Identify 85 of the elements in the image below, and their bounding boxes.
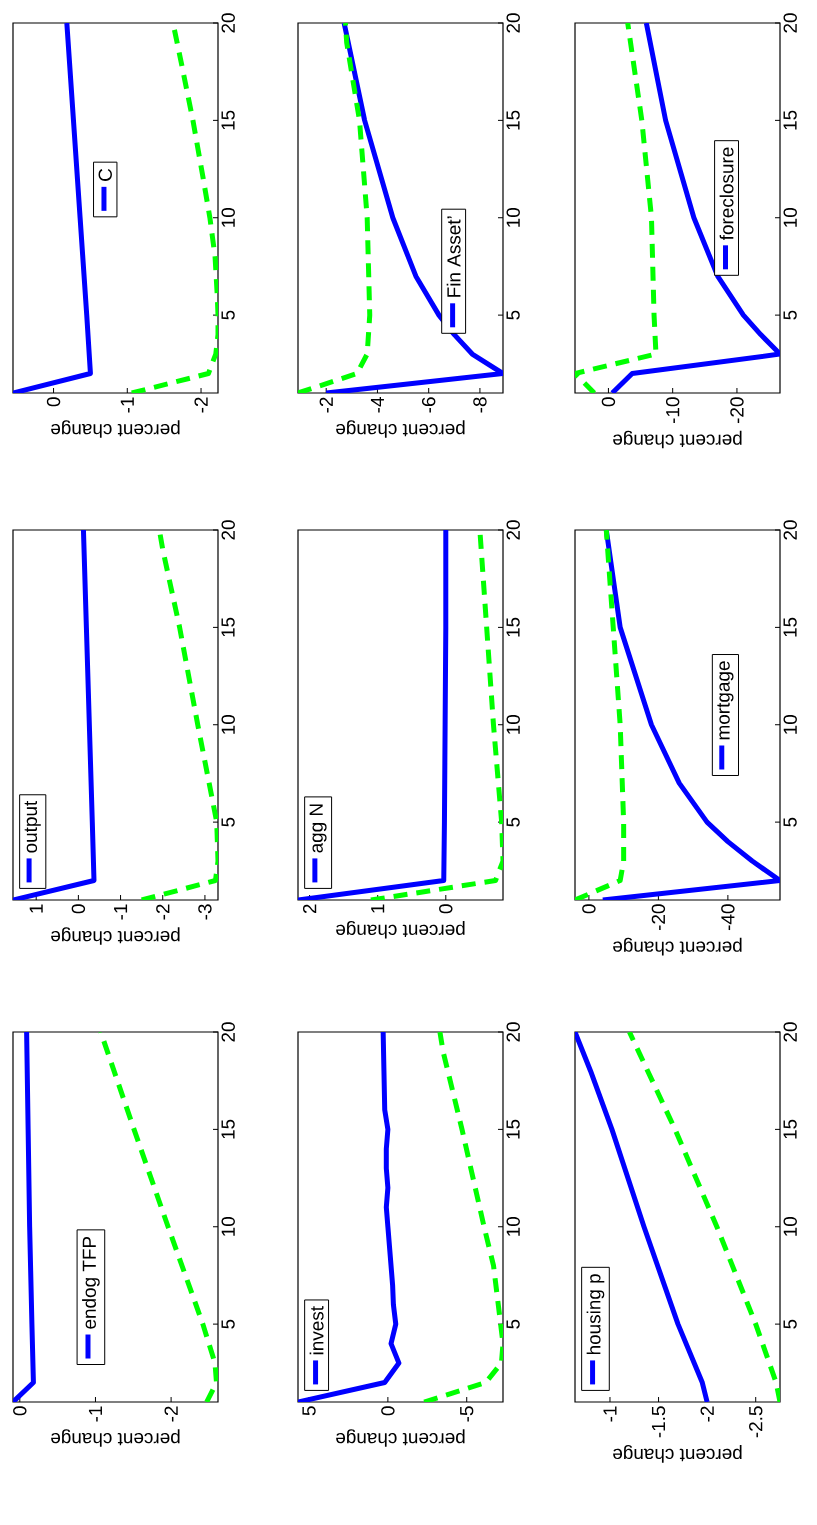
y-tick-label: 5 [783,1319,797,1329]
x-tick-label: -1.5 [651,1406,666,1438]
x-tick-label: -1 [88,1406,102,1422]
y-tick-label: 15 [506,1119,520,1139]
y-tick-label: 10 [506,207,520,227]
y-tick-label: 10 [221,1216,235,1236]
text: mortgage [717,661,734,740]
x-tick-label: -4 [370,397,384,413]
x-tick-label: -2 [319,397,333,413]
x-axis-title: percent change [613,1445,742,1463]
x-tick-label: -3 [198,904,212,920]
x-tick-label: 0 [13,1406,27,1416]
y-tick-label: 15 [783,110,797,130]
y-tick-label: 20 [221,13,235,33]
x-tick-label: 1 [29,904,43,913]
y-tick-label: 20 [506,520,520,540]
x-tick-label: -6 [421,397,436,413]
text: output [24,800,41,853]
x-tick-label: -1 [603,1406,617,1422]
x-tick-label: -40 [721,904,735,931]
x-axis-title: percent change [336,920,465,939]
y-tick-label: 20 [221,1022,235,1042]
text: foreclosure [719,147,734,241]
x-tick-label: 0 [582,904,596,914]
x-tick-label: -1 [114,904,128,920]
y-tick-label: 5 [221,1319,235,1329]
y-tick-label: 5 [506,1319,520,1329]
x-tick-label: -20 [651,904,666,931]
x-axis-title: percent change [51,420,180,438]
y-tick-label: 15 [506,110,520,130]
y-tick-label: 15 [221,617,235,637]
y-tick-label: 5 [506,310,520,320]
y-tick-label: 20 [783,520,797,540]
y-tick-label: 20 [506,1022,520,1042]
y-tick-label: 15 [783,1119,797,1139]
text: Fin Asset’ [446,216,461,297]
x-tick-label: -2 [156,904,170,920]
x-tick-label: -10 [665,397,680,424]
y-tick-label: 10 [783,714,797,734]
y-tick-label: 5 [783,310,797,320]
text: housing p [586,1274,605,1355]
x-tick-label: 0 [46,397,61,407]
y-tick-label: 10 [506,714,520,734]
x-tick-label: 5 [302,1406,316,1416]
x-tick-label: -2.5 [749,1406,763,1438]
y-tick-label: 20 [221,520,235,540]
text: agg N [309,804,327,853]
y-tick-label: 15 [221,110,235,130]
x-tick-label: 0 [381,1406,395,1416]
y-tick-label: 20 [783,1022,797,1042]
x-tick-label: 0 [439,904,453,914]
y-tick-label: 5 [506,817,520,827]
x-axis-title: percent change [613,937,742,956]
x-axis-title: percent change [51,1429,180,1447]
x-tick-label: -8 [473,397,487,413]
text: invest [309,1306,324,1355]
y-tick-label: 5 [221,310,235,320]
x-tick-label: -2 [700,1406,714,1422]
y-tick-label: 15 [221,1119,235,1139]
y-tick-label: 10 [221,714,235,734]
y-tick-label: 10 [783,207,797,227]
x-axis-title: percent change [51,927,180,945]
y-tick-label: 15 [783,617,797,637]
x-axis-title: percent change [613,430,742,449]
y-tick-label: 10 [506,1216,520,1236]
text: C [98,168,112,181]
x-tick-label: 2 [302,904,317,914]
y-tick-label: 20 [506,13,520,33]
y-tick-label: 10 [221,207,235,227]
x-tick-label: 1 [371,904,385,913]
y-tick-label: 15 [506,617,520,637]
x-tick-label: -20 [730,397,744,424]
x-tick-label: 0 [71,904,86,914]
y-tick-label: 10 [783,1216,797,1236]
y-tick-label: 5 [221,817,235,827]
x-tick-label: 0 [601,397,616,407]
x-axis-title: percent change [336,420,465,438]
x-tick-label: -1 [120,397,134,413]
y-tick-label: 5 [783,817,797,827]
x-axis-title: percent change [336,1429,465,1447]
text: endog TFP [82,1236,100,1329]
x-tick-label: -2 [194,397,208,413]
y-tick-label: 20 [783,13,797,33]
x-tick-label: -5 [460,1406,474,1422]
x-tick-label: -2 [164,1406,178,1422]
